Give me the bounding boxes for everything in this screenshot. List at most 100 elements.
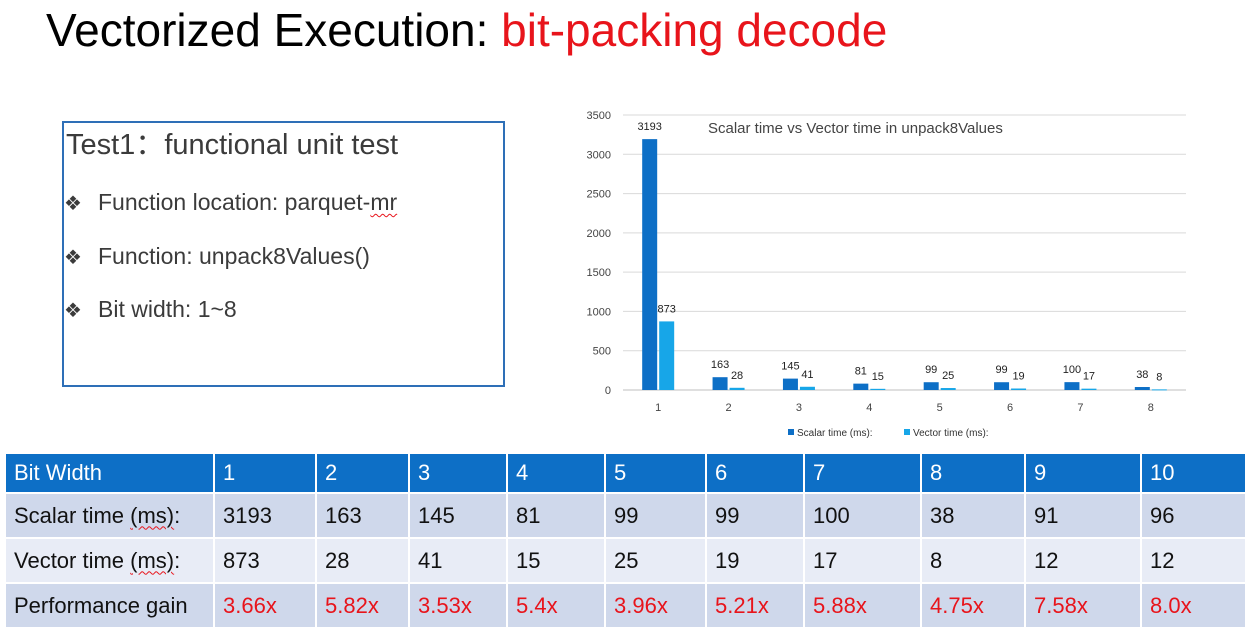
- bar-vector: [940, 388, 956, 390]
- table-cell: 5.82x: [315, 582, 410, 629]
- title-accent: bit-packing decode: [501, 4, 888, 56]
- bar-vector: [1151, 389, 1167, 391]
- bar-vector: [1081, 388, 1097, 390]
- bullet-text-suffix: mr: [370, 189, 398, 215]
- bar-scalar: [1064, 382, 1080, 390]
- bar-vector: [1011, 388, 1027, 390]
- header-cell: 9: [1024, 452, 1142, 494]
- diamond-bullet-icon: ❖: [64, 247, 82, 269]
- x-tick-label: 3: [796, 402, 802, 414]
- data-label: 873: [658, 303, 676, 315]
- table-cell: 8: [920, 537, 1026, 584]
- bar-vector: [659, 321, 675, 390]
- table-cell: 5.4x: [506, 582, 606, 629]
- y-tick-label: 0: [605, 385, 611, 397]
- data-label: 81: [855, 366, 867, 378]
- y-tick-label: 1000: [587, 306, 611, 318]
- data-label: 99: [925, 364, 937, 376]
- row-label-colon: :: [174, 502, 181, 528]
- table-cell: 873: [213, 537, 317, 584]
- data-label: 25: [942, 370, 954, 382]
- table-cell: 19: [705, 537, 805, 584]
- bar-scalar: [994, 382, 1010, 390]
- bar-chart: 0500100015002000250030003500131938732163…: [587, 110, 1186, 439]
- table-cell: 28: [315, 537, 410, 584]
- header-cell: 5: [604, 452, 707, 494]
- x-tick-label: 1: [655, 402, 661, 414]
- bullet-bit-width: ❖ Bit width: 1~8: [64, 296, 237, 323]
- y-tick-label: 2500: [587, 189, 611, 201]
- legend-label: Vector time (ms):: [913, 428, 989, 439]
- row-label: Performance gain: [4, 582, 215, 629]
- y-tick-label: 3000: [587, 149, 611, 161]
- bullet-function: ❖ Function: unpack8Values(): [64, 243, 370, 270]
- table-cell: 8.0x: [1140, 582, 1245, 629]
- bar-scalar: [712, 377, 728, 390]
- table-header-row: Bit Width 1 2 3 4 5 6 7 8 9 10: [4, 452, 1245, 494]
- data-label: 145: [781, 361, 799, 373]
- title-main: Vectorized Execution:: [46, 4, 502, 56]
- bullet-text: Bit width: 1~8: [98, 296, 237, 322]
- bar-scalar: [923, 382, 939, 390]
- row-label-text: Vector time: [14, 547, 131, 573]
- table-cell: 3.66x: [213, 582, 317, 629]
- data-label: 8: [1156, 371, 1162, 383]
- bar-scalar: [853, 383, 869, 390]
- header-label: Bit Width: [4, 452, 215, 494]
- table-cell: 5.21x: [705, 582, 805, 629]
- header-cell: 10: [1140, 452, 1245, 494]
- table-cell: 3.96x: [604, 582, 707, 629]
- data-label: 3193: [637, 121, 661, 133]
- header-cell: 8: [920, 452, 1026, 494]
- x-tick-label: 2: [726, 402, 732, 414]
- table-cell: 7.58x: [1024, 582, 1142, 629]
- header-cell: 4: [506, 452, 606, 494]
- y-tick-label: 1500: [587, 267, 611, 279]
- bullet-text: Function: unpack8Values(): [98, 243, 370, 269]
- data-label: 15: [872, 371, 884, 383]
- table-cell: 3193: [213, 492, 317, 539]
- header-cell: 3: [408, 452, 508, 494]
- header-cell: 6: [705, 452, 805, 494]
- table-cell: 12: [1140, 537, 1245, 584]
- table-cell: 5.88x: [803, 582, 922, 629]
- bar-scalar: [782, 378, 798, 390]
- performance-table: Bit Width 1 2 3 4 5 6 7 8 9 10 Scalar ti…: [4, 452, 1245, 629]
- table-cell: 38: [920, 492, 1026, 539]
- table-cell: 145: [408, 492, 508, 539]
- y-tick-label: 2000: [587, 228, 611, 240]
- y-tick-label: 3500: [587, 110, 611, 122]
- x-tick-label: 5: [937, 402, 943, 414]
- bar-scalar: [1134, 387, 1150, 390]
- test-description-box: Test1：functional unit test ❖ Function loc…: [62, 121, 505, 387]
- table-cell: 15: [506, 537, 606, 584]
- data-label: 19: [1012, 371, 1024, 383]
- bar-scalar: [642, 139, 658, 390]
- legend-swatch-vector: [904, 429, 910, 435]
- x-tick-label: 7: [1077, 402, 1083, 414]
- header-cell: 2: [315, 452, 410, 494]
- table-cell: 12: [1024, 537, 1142, 584]
- table-cell: 3.53x: [408, 582, 508, 629]
- data-label: 99: [995, 364, 1007, 376]
- y-tick-label: 500: [593, 346, 611, 358]
- table-cell: 163: [315, 492, 410, 539]
- data-label: 41: [801, 369, 813, 381]
- data-label: 28: [731, 370, 743, 382]
- bullet-function-location: ❖ Function location: parquet-mr: [64, 189, 397, 216]
- diamond-bullet-icon: ❖: [64, 193, 82, 215]
- table-row-scalar: Scalar time (ms): 3193 163 145 81 99 99 …: [4, 492, 1245, 539]
- table-cell: 96: [1140, 492, 1245, 539]
- row-label-colon: :: [174, 547, 181, 573]
- table-cell: 99: [604, 492, 707, 539]
- bar-vector: [799, 386, 815, 390]
- row-label-unit: (ms): [130, 547, 175, 573]
- data-label: 38: [1136, 369, 1148, 381]
- header-cell: 1: [213, 452, 317, 494]
- chart-title: Scalar time vs Vector time in unpack8Val…: [708, 120, 1003, 137]
- table-cell: 41: [408, 537, 508, 584]
- table-cell: 17: [803, 537, 922, 584]
- bar-vector: [870, 388, 886, 390]
- table-row-gain: Performance gain 3.66x 5.82x 3.53x 5.4x …: [4, 582, 1245, 629]
- legend-label: Scalar time (ms):: [797, 428, 873, 439]
